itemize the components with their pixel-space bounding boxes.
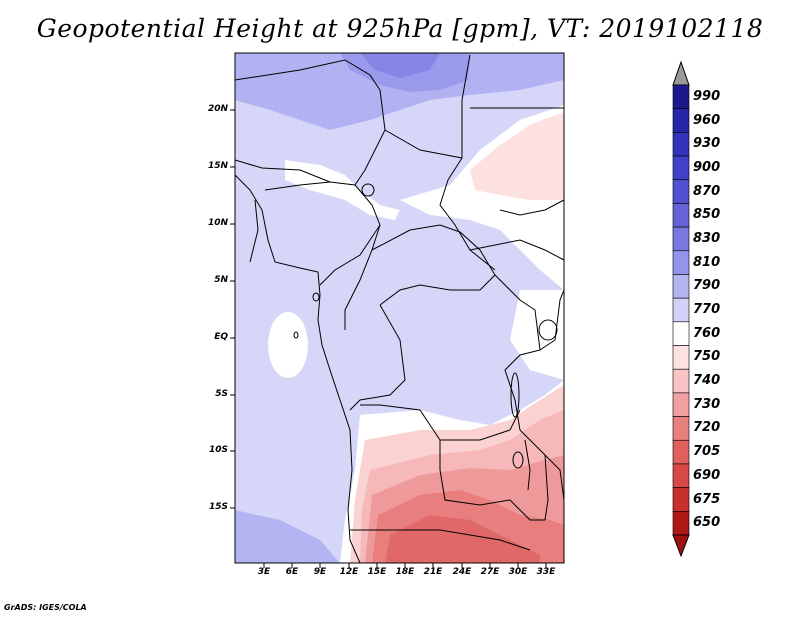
- colorbar-label: 760: [693, 325, 721, 341]
- border-zambia-east: [519, 429, 549, 521]
- border-congo-drc: [349, 304, 406, 411]
- border-east: [494, 274, 541, 431]
- colorbar-cell: [672, 297, 690, 323]
- field-790-810-north: [235, 53, 564, 130]
- lat-label-eq: EQ: [214, 332, 228, 342]
- colorbar-cell: [672, 155, 690, 181]
- border-namibia: [350, 529, 531, 551]
- colorbar-label: 990: [693, 88, 721, 104]
- lon-label-3e: 3E: [257, 567, 271, 577]
- lon-label-9e: 9E: [313, 567, 327, 577]
- border-ethiopia: [469, 239, 564, 261]
- colorbar-cell: [672, 179, 690, 204]
- lon-label-33e: 33E: [536, 567, 556, 577]
- field-760-770-gulf: [268, 312, 308, 378]
- lake-tanganyika: [510, 372, 520, 418]
- border-sahel: [235, 159, 331, 183]
- colorbar-label: 960: [693, 112, 721, 128]
- lat-label-10s: 10S: [208, 445, 228, 455]
- border-east-coast: [539, 289, 564, 351]
- lat-label-5n: 5N: [214, 275, 228, 285]
- colorbar-cell: [672, 274, 690, 299]
- colorbar-cell: [672, 487, 690, 512]
- border-chad-sudan: [439, 157, 496, 271]
- colorbar-label: 900: [693, 159, 721, 175]
- colorbar-label: 675: [693, 491, 721, 507]
- bioko-island: [312, 292, 320, 302]
- lake-mweru: [512, 451, 524, 469]
- country-borders: [235, 54, 564, 563]
- colorbar-label: 750: [693, 349, 721, 365]
- colorbar-cell: [672, 84, 690, 109]
- lat-label-20n: 20N: [207, 104, 228, 114]
- lon-label-30e: 30E: [508, 567, 528, 577]
- colorbar-label: 720: [693, 420, 721, 436]
- border-angola-zambia: [439, 440, 545, 521]
- map-frame: [234, 52, 565, 564]
- colorbar-label: 740: [693, 373, 721, 389]
- colorbar-cell: [672, 345, 690, 370]
- colorbar-cell: [672, 439, 690, 465]
- colorbar-cell: [672, 132, 690, 157]
- colorbar-label: 790: [693, 278, 721, 294]
- lon-ticks: [263, 563, 547, 568]
- lon-label-18e: 18E: [395, 567, 415, 577]
- border-mali-niger: [235, 59, 386, 186]
- map-title: Geopotential Height at 925hPa [gpm], VT:…: [36, 14, 764, 43]
- colorbar-top-arrow: [672, 60, 690, 86]
- lake-chad: [361, 183, 375, 197]
- colorbar-label: 850: [693, 207, 721, 223]
- field-760-770-east: [510, 290, 564, 380]
- field-830-north: [360, 53, 440, 78]
- lon-label-6e: 6E: [285, 567, 299, 577]
- lat-label-5s: 5S: [215, 389, 228, 399]
- colorbar-cell: [672, 321, 690, 346]
- lake-victoria: [538, 319, 558, 341]
- colorbar-cell: [672, 463, 690, 488]
- lon-label-12e: 12E: [339, 567, 359, 577]
- colorbar-label: 770: [693, 302, 721, 317]
- colorbar-label: 810: [693, 254, 721, 270]
- lat-label-15n: 15N: [207, 161, 228, 171]
- colorbar-cell: [672, 511, 690, 536]
- colorbar-label: 730: [693, 396, 721, 412]
- lon-label-27e: 27E: [480, 567, 500, 577]
- colorbar-cell: [672, 416, 690, 441]
- lat-label-10n: 10N: [207, 218, 228, 228]
- border-cameroon: [344, 224, 381, 330]
- lon-label-24e: 24E: [452, 567, 472, 577]
- colorbar-bottom-arrow: [672, 534, 690, 558]
- colorbar-label: 650: [693, 515, 721, 531]
- field-790-810-southwest: [235, 510, 340, 563]
- field-750-760-northeast: [470, 112, 564, 200]
- coastline-west-africa: [235, 174, 361, 563]
- lon-label-21e: 21E: [423, 567, 443, 577]
- colorbar-cell: [672, 392, 690, 417]
- lat-label-15s: 15S: [208, 502, 228, 512]
- colorbar-label: 930: [693, 136, 721, 152]
- colorbar-label: 870: [693, 183, 721, 199]
- lon-label-15e: 15E: [367, 567, 387, 577]
- border-nigeria: [264, 181, 381, 286]
- colorbar-cell: [672, 108, 690, 133]
- field-720-730-core: [385, 515, 540, 563]
- lat-ticks: [230, 109, 235, 509]
- sao-tome-island: [293, 331, 299, 339]
- grads-credit: GrADS: IGES/COLA: [4, 603, 87, 612]
- border-westcoast: [249, 199, 259, 263]
- border-horn: [499, 199, 564, 216]
- colorbar-cell: [672, 226, 690, 252]
- lakes: [293, 183, 558, 469]
- colorbar-cell: [672, 250, 690, 275]
- border-mozambique: [544, 454, 564, 501]
- colorbar-cell: [672, 368, 690, 394]
- colorbar-label: 830: [693, 230, 721, 246]
- border-lake-malawi: [524, 439, 531, 491]
- colorbar-label: 705: [693, 444, 721, 460]
- colorbar-cell: [672, 203, 690, 228]
- colorbar-label: 690: [693, 467, 721, 483]
